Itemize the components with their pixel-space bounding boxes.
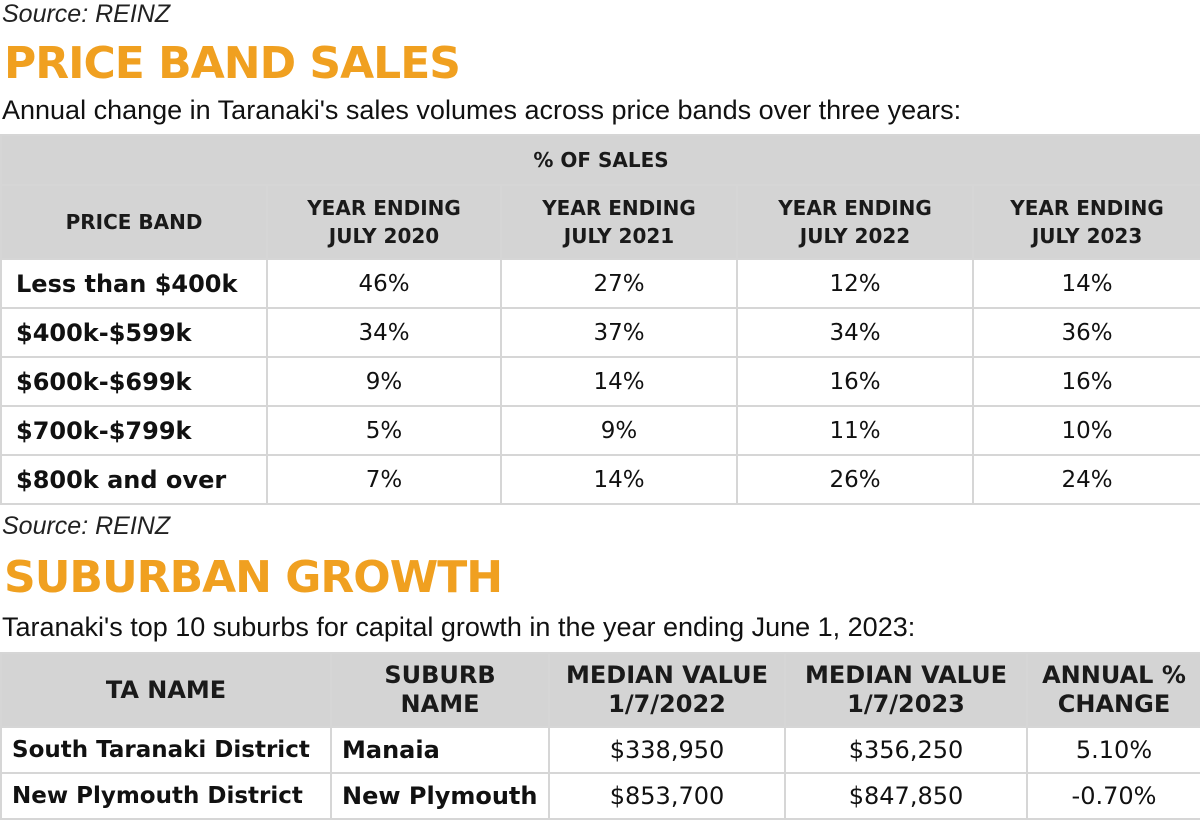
- suburban-cell: $338,950: [548, 726, 786, 774]
- price-band-cell: 27%: [500, 258, 738, 309]
- suburban-cell: Manaia: [330, 726, 550, 774]
- price-band-cell: 11%: [736, 405, 974, 456]
- suburban-row-label: New Plymouth District: [0, 772, 332, 820]
- suburban-column-header: ANNUAL % CHANGE: [1026, 652, 1200, 728]
- price-band-cell: 24%: [971, 454, 1200, 505]
- price-band-cell: 14%: [500, 454, 738, 505]
- price-band-column-header: YEAR ENDING JULY 2022: [736, 184, 974, 260]
- suburban-table: TA NAME SUBURB NAME MEDIAN VALUE 1/7/2022 M…: [0, 652, 1200, 820]
- price-band-cell: 7%: [266, 454, 502, 505]
- price-band-column-header: YEAR ENDING JULY 2023: [971, 184, 1200, 260]
- suburban-title: SUBURBAN GROWTH: [4, 552, 503, 603]
- table-row: $600k-$699k 9% 14% 16% 16%: [0, 356, 1200, 407]
- source-note-2: Source: REINZ: [2, 512, 171, 540]
- price-band-cell: 14%: [971, 258, 1200, 309]
- suburban-cell: 5.10%: [1026, 726, 1200, 774]
- price-band-row-label: $400k-$599k: [0, 307, 268, 358]
- price-band-row-label: $800k and over: [0, 454, 268, 505]
- suburban-cell: $356,250: [784, 726, 1028, 774]
- price-band-cell: 16%: [971, 356, 1200, 407]
- suburban-column-header: MEDIAN VALUE 1/7/2022: [548, 652, 786, 728]
- price-band-cell: 12%: [736, 258, 974, 309]
- group-header: % OF SALES: [0, 134, 1200, 186]
- suburban-column-header: TA NAME: [0, 652, 332, 728]
- price-band-cell: 46%: [266, 258, 502, 309]
- price-band-cell: 34%: [266, 307, 502, 358]
- suburban-cell: $853,700: [548, 772, 786, 820]
- table-row: $400k-$599k 34% 37% 34% 36%: [0, 307, 1200, 358]
- table-row: South Taranaki District Manaia $338,950 $35…: [0, 726, 1200, 774]
- table-row: $700k-$799k 5% 9% 11% 10%: [0, 405, 1200, 456]
- price-band-subtitle: Annual change in Taranaki's sales volume…: [2, 95, 962, 125]
- suburban-cell: New Plymouth: [330, 772, 550, 820]
- price-band-cell: 5%: [266, 405, 502, 456]
- suburban-cell: -0.70%: [1026, 772, 1200, 820]
- suburban-column-header: MEDIAN VALUE 1/7/2023: [784, 652, 1028, 728]
- price-band-row-label: $700k-$799k: [0, 405, 268, 456]
- price-band-cell: 26%: [736, 454, 974, 505]
- price-band-row-label: $600k-$699k: [0, 356, 268, 407]
- suburban-cell: $847,850: [784, 772, 1028, 820]
- price-band-cell: 9%: [500, 405, 738, 456]
- suburban-row-label: South Taranaki District: [0, 726, 332, 774]
- price-band-table: % OF SALES PRICE BAND YEAR ENDING JULY 20…: [0, 134, 1200, 505]
- price-band-cell: 36%: [971, 307, 1200, 358]
- table-row: New Plymouth District New Plymouth $853,70…: [0, 772, 1200, 820]
- table-row: Less than $400k 46% 27% 12% 14%: [0, 258, 1200, 309]
- source-note: Source: REINZ: [2, 0, 171, 28]
- price-band-cell: 10%: [971, 405, 1200, 456]
- table-row: $800k and over 7% 14% 26% 24%: [0, 454, 1200, 505]
- price-band-column-header: YEAR ENDING JULY 2021: [500, 184, 738, 260]
- price-band-row-label: Less than $400k: [0, 258, 268, 309]
- price-band-cell: 14%: [500, 356, 738, 407]
- price-band-column-header: YEAR ENDING JULY 2020: [266, 184, 502, 260]
- price-band-cell: 16%: [736, 356, 974, 407]
- suburban-column-header: SUBURB NAME: [330, 652, 550, 728]
- price-band-column-header: PRICE BAND: [0, 184, 268, 260]
- price-band-cell: 37%: [500, 307, 738, 358]
- price-band-cell: 34%: [736, 307, 974, 358]
- suburban-subtitle: Taranaki's top 10 suburbs for capital gr…: [2, 612, 916, 642]
- price-band-cell: 9%: [266, 356, 502, 407]
- price-band-title: PRICE BAND SALES: [4, 38, 461, 89]
